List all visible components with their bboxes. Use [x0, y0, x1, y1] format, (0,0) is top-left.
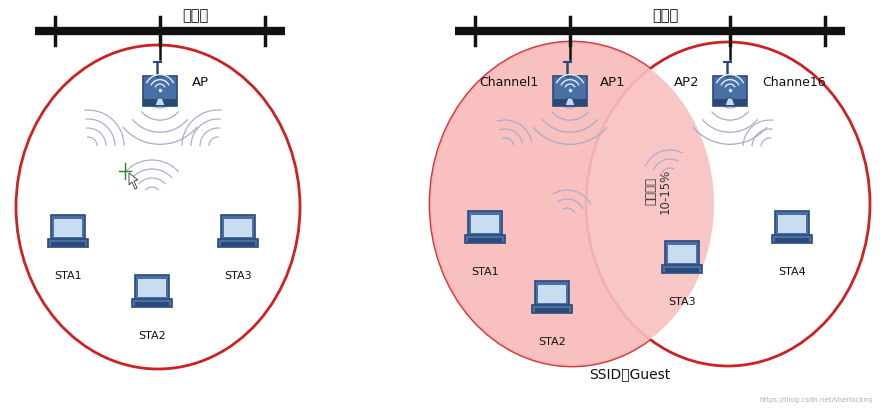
Polygon shape: [155, 98, 165, 106]
Text: Channel1: Channel1: [479, 76, 538, 90]
FancyBboxPatch shape: [51, 242, 84, 246]
FancyBboxPatch shape: [138, 279, 166, 297]
FancyBboxPatch shape: [143, 99, 178, 106]
Text: STA3: STA3: [224, 271, 252, 281]
FancyBboxPatch shape: [136, 301, 169, 306]
FancyBboxPatch shape: [713, 99, 747, 106]
FancyBboxPatch shape: [668, 245, 696, 263]
FancyBboxPatch shape: [48, 239, 88, 247]
Text: 重叠区域
10-15%: 重叠区域 10-15%: [644, 169, 672, 213]
Text: Channe16: Channe16: [762, 76, 825, 90]
FancyBboxPatch shape: [221, 242, 255, 246]
Text: AP: AP: [192, 76, 209, 90]
FancyBboxPatch shape: [535, 308, 568, 312]
FancyBboxPatch shape: [224, 218, 252, 237]
FancyBboxPatch shape: [51, 215, 85, 240]
FancyBboxPatch shape: [713, 76, 747, 106]
FancyBboxPatch shape: [775, 238, 809, 242]
FancyBboxPatch shape: [664, 241, 700, 265]
Text: 以太网: 以太网: [652, 9, 678, 23]
FancyBboxPatch shape: [772, 235, 812, 243]
Ellipse shape: [586, 42, 870, 366]
FancyBboxPatch shape: [221, 215, 255, 240]
Ellipse shape: [430, 42, 714, 366]
FancyBboxPatch shape: [135, 275, 169, 300]
FancyBboxPatch shape: [553, 99, 587, 106]
FancyBboxPatch shape: [467, 211, 502, 236]
FancyBboxPatch shape: [471, 215, 499, 233]
FancyBboxPatch shape: [774, 211, 810, 236]
FancyBboxPatch shape: [538, 285, 566, 303]
Ellipse shape: [430, 42, 714, 366]
FancyBboxPatch shape: [218, 239, 258, 247]
Text: AP2: AP2: [674, 76, 700, 90]
Polygon shape: [565, 98, 575, 106]
FancyBboxPatch shape: [54, 218, 82, 237]
Text: 以太网: 以太网: [182, 9, 209, 23]
FancyBboxPatch shape: [662, 265, 702, 273]
Text: STA1: STA1: [55, 271, 82, 281]
FancyBboxPatch shape: [553, 76, 587, 106]
FancyBboxPatch shape: [132, 299, 172, 307]
FancyBboxPatch shape: [532, 306, 572, 313]
Text: https://blog.csdn.net/sherlockmj: https://blog.csdn.net/sherlockmj: [759, 397, 872, 403]
FancyBboxPatch shape: [465, 235, 505, 243]
FancyBboxPatch shape: [535, 281, 569, 306]
Text: STA2: STA2: [539, 337, 566, 347]
FancyBboxPatch shape: [778, 215, 806, 233]
Text: STA2: STA2: [138, 331, 165, 341]
Text: STA1: STA1: [471, 267, 499, 277]
FancyBboxPatch shape: [665, 267, 699, 272]
Text: STA4: STA4: [778, 267, 806, 277]
Text: STA3: STA3: [668, 297, 696, 307]
Text: AP1: AP1: [600, 76, 626, 90]
Polygon shape: [129, 173, 138, 189]
Text: SSID：Guest: SSID：Guest: [590, 367, 671, 381]
Polygon shape: [725, 98, 735, 106]
FancyBboxPatch shape: [468, 238, 502, 242]
FancyBboxPatch shape: [143, 76, 178, 106]
